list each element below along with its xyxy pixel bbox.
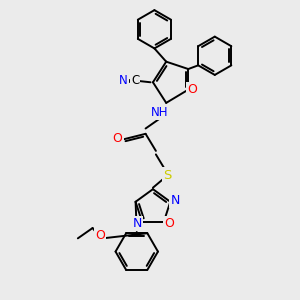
Text: N: N bbox=[119, 74, 128, 87]
Text: N: N bbox=[133, 217, 142, 230]
Text: NH: NH bbox=[151, 106, 169, 119]
Text: C: C bbox=[131, 74, 140, 87]
Text: O: O bbox=[95, 230, 105, 242]
Text: S: S bbox=[164, 169, 172, 182]
Text: O: O bbox=[187, 83, 197, 96]
Text: N: N bbox=[170, 194, 180, 207]
Text: O: O bbox=[164, 217, 174, 230]
Text: O: O bbox=[113, 132, 122, 145]
